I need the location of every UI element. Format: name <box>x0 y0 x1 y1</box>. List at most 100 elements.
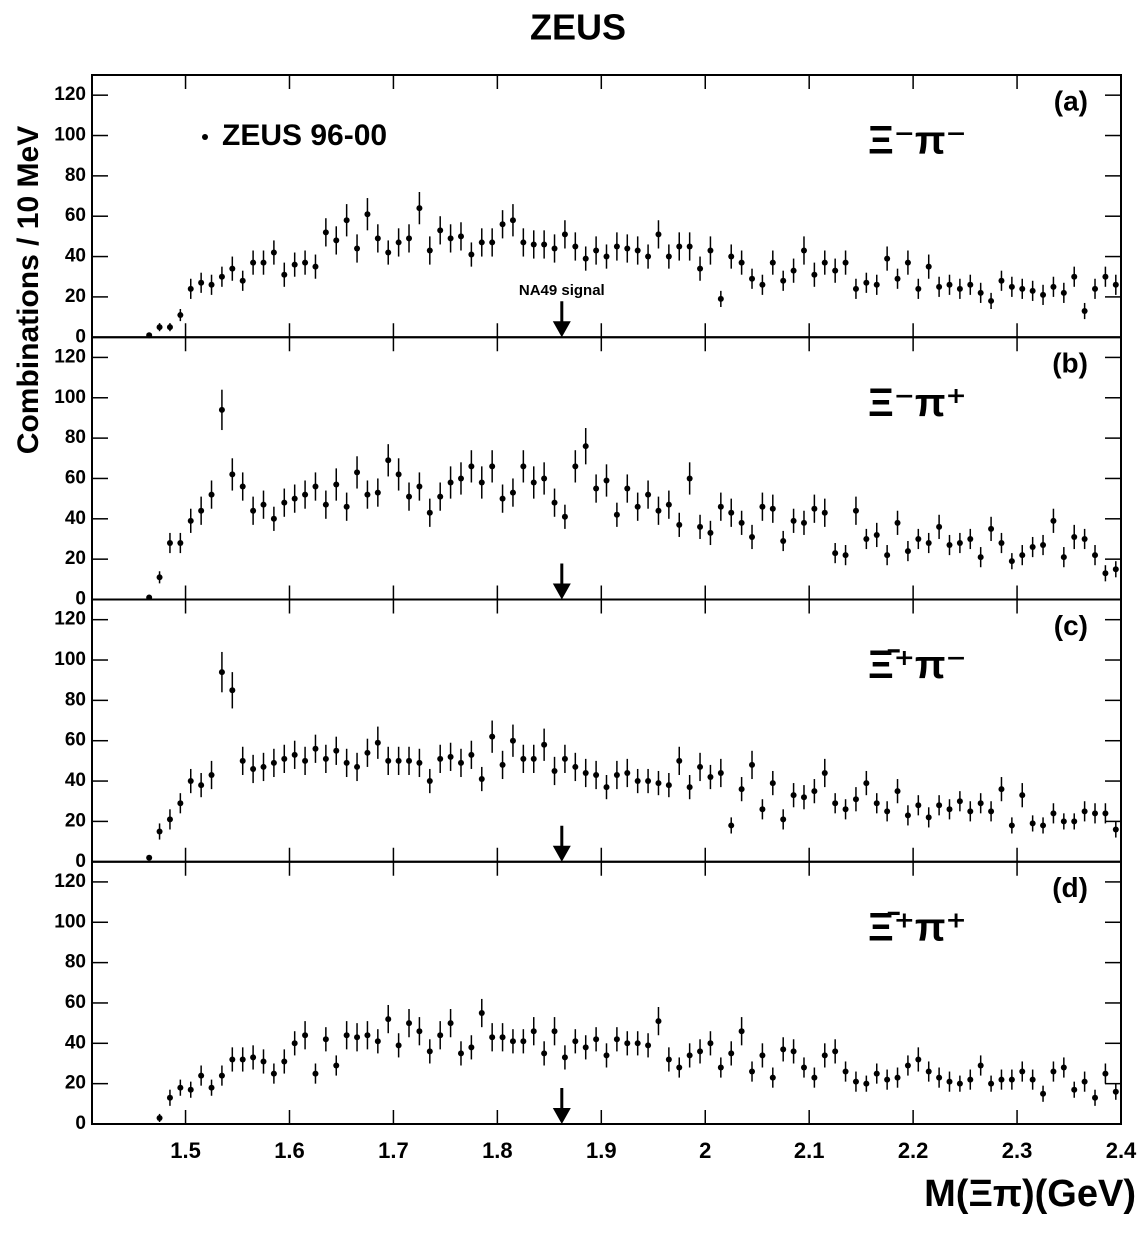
data-point <box>374 235 381 242</box>
data-point <box>904 548 911 555</box>
data-point <box>988 808 995 815</box>
data-point <box>374 739 381 746</box>
data-point <box>333 1062 340 1069</box>
data-point <box>457 475 464 482</box>
data-point <box>551 767 558 774</box>
data-point <box>572 763 579 770</box>
data-point <box>374 1038 381 1045</box>
data-point <box>967 1076 974 1083</box>
y-tick-label: 120 <box>54 609 86 630</box>
data-point <box>1040 542 1047 549</box>
data-point <box>530 479 537 486</box>
data-point <box>603 1052 610 1059</box>
data-point <box>572 463 579 470</box>
data-point <box>988 1080 995 1087</box>
data-point <box>208 491 215 498</box>
data-point <box>1019 1068 1026 1075</box>
data-point <box>904 812 911 819</box>
data-point <box>416 483 423 490</box>
data-point <box>676 521 683 528</box>
data-point <box>769 780 776 787</box>
data-point <box>873 281 880 288</box>
data-point <box>509 217 516 224</box>
data-point <box>1019 792 1026 799</box>
data-point <box>1060 554 1067 561</box>
data-point <box>1008 822 1015 829</box>
data-point <box>1060 289 1067 296</box>
data-point <box>530 1028 537 1035</box>
data-point <box>936 802 943 809</box>
chart-title: ZEUS <box>530 7 626 48</box>
data-point <box>541 241 548 248</box>
data-point <box>1102 810 1109 817</box>
data-point <box>645 491 652 498</box>
y-tick-label: 0 <box>75 851 86 872</box>
data-point <box>1029 1076 1036 1083</box>
data-point <box>551 1028 558 1035</box>
data-point <box>780 1046 787 1053</box>
data-point <box>156 828 163 835</box>
data-point <box>811 505 818 512</box>
y-axis-label: Combinations / 10 MeV <box>12 126 45 454</box>
data-point <box>260 501 267 508</box>
data-point <box>499 495 506 502</box>
data-point <box>260 763 267 770</box>
data-point <box>437 1032 444 1039</box>
data-point <box>800 1064 807 1071</box>
data-point <box>343 759 350 766</box>
data-point <box>229 265 236 272</box>
data-point <box>395 757 402 764</box>
data-point <box>198 279 205 286</box>
data-point <box>769 259 776 266</box>
data-point <box>769 1074 776 1081</box>
y-tick-label: 80 <box>65 952 86 973</box>
data-point <box>634 778 641 785</box>
data-point <box>821 259 828 266</box>
data-point <box>967 281 974 288</box>
data-point <box>270 515 277 522</box>
data-point <box>790 267 797 274</box>
data-point <box>925 263 932 270</box>
y-tick-label: 60 <box>65 730 86 751</box>
data-point <box>1102 570 1109 577</box>
data-point <box>1008 1076 1015 1083</box>
data-point <box>239 277 246 284</box>
data-point <box>1081 535 1088 542</box>
data-point <box>406 235 413 242</box>
data-point <box>728 822 735 829</box>
data-point <box>208 1084 215 1091</box>
data-point <box>749 761 756 768</box>
data-point <box>447 479 454 486</box>
data-point <box>166 1094 173 1101</box>
data-point <box>613 772 620 779</box>
data-point <box>655 507 662 514</box>
data-point <box>385 249 392 256</box>
data-point <box>821 1052 828 1059</box>
data-point <box>593 1036 600 1043</box>
y-tick-label: 120 <box>54 871 86 892</box>
y-tick-label: 80 <box>65 165 86 186</box>
data-point <box>1040 291 1047 298</box>
data-point <box>520 755 527 762</box>
data-point <box>322 1036 329 1043</box>
data-point <box>811 271 818 278</box>
data-point <box>239 1056 246 1063</box>
data-point <box>873 800 880 807</box>
panel-label: (d) <box>1052 872 1088 903</box>
data-point <box>613 243 620 250</box>
data-point <box>187 517 194 524</box>
data-point <box>541 741 548 748</box>
data-point <box>1092 810 1099 817</box>
data-point <box>354 245 361 252</box>
data-point <box>509 737 516 744</box>
data-point <box>613 1036 620 1043</box>
data-point <box>582 255 589 262</box>
x-tick-label: 1.5 <box>170 1138 201 1163</box>
data-point <box>322 229 329 236</box>
data-point <box>270 249 277 256</box>
data-point <box>499 221 506 228</box>
data-point <box>395 1042 402 1049</box>
data-point <box>291 751 298 758</box>
data-point <box>717 769 724 776</box>
